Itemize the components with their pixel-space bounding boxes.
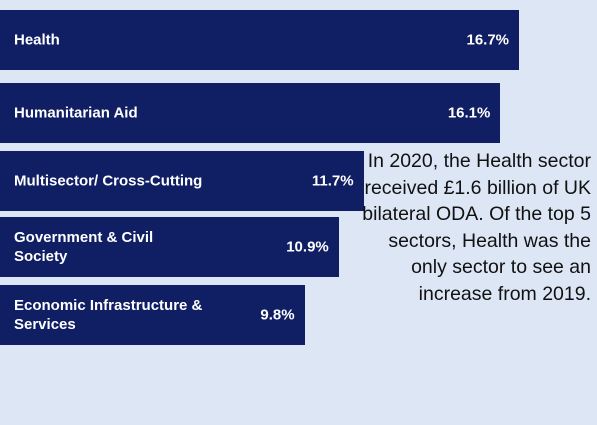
bar-label: Health (14, 31, 60, 49)
bar-label: Government & Civil Society (14, 229, 154, 265)
bar: Government & Civil Society 10.9% (0, 217, 339, 277)
bar-label: Multisector/ Cross-Cutting (14, 172, 203, 190)
bar: Humanitarian Aid 16.1% (0, 83, 501, 143)
bar-label: Economic Infrastructure & Services (14, 297, 203, 333)
value-label: 10.9% (286, 238, 329, 256)
value-label: 11.7% (311, 172, 354, 190)
bar: Health 16.7% (0, 10, 520, 70)
value-label: 16.7% (466, 31, 510, 49)
bar-label: Humanitarian Aid (14, 104, 138, 122)
value-label: 16.1% (447, 104, 491, 122)
bar: Economic Infrastructure & Services 9.8% (0, 285, 305, 345)
value-label: 9.8% (260, 306, 295, 324)
bar: Multisector/ Cross-Cutting 11.7% (0, 151, 364, 211)
annotation: In 2020, the Health sector received £1.6… (362, 150, 591, 305)
